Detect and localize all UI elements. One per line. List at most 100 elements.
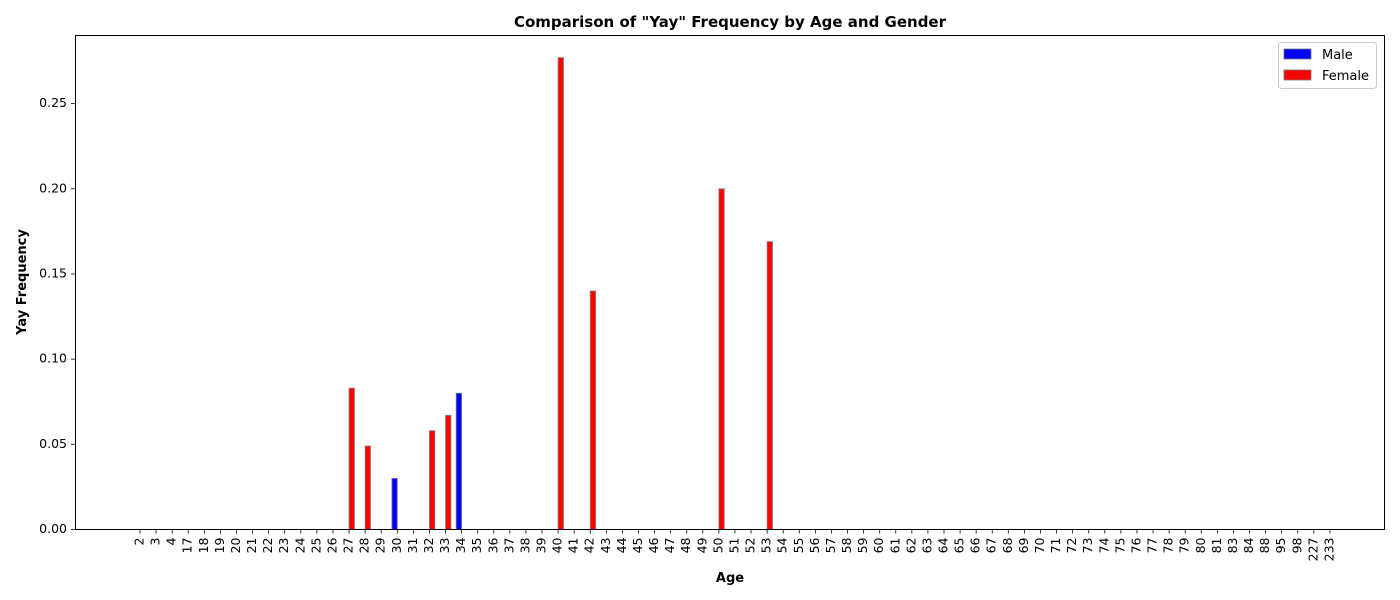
x-tick-label: 61 (887, 538, 902, 554)
x-tick-label: 81 (1209, 538, 1224, 554)
x-tick-label: 56 (807, 537, 822, 553)
x-tick-label: 19 (212, 537, 227, 553)
bars-group (348, 57, 773, 530)
y-axis-label: Yay Frequency (15, 229, 30, 336)
x-tick-label: 49 (694, 537, 709, 553)
x-tick-label: 95 (1273, 538, 1288, 554)
x-tick-label: 3 (148, 538, 163, 546)
x-tick-label: 39 (534, 537, 549, 553)
bar-male-age-30 (391, 477, 398, 530)
x-tick-label: 24 (292, 537, 307, 553)
legend-swatch-male (1283, 48, 1312, 60)
x-tick-label: 4 (164, 537, 179, 545)
x-tick-label: 28 (357, 537, 372, 553)
y-ticks-group: 0.00 0.05 0.10 0.15 0.20 0.25 (39, 95, 76, 536)
x-tick-label: 29 (373, 537, 388, 553)
x-tick-label: 36 (485, 537, 500, 553)
x-tick-label: 63 (919, 538, 934, 554)
x-tick-label: 84 (1241, 537, 1256, 553)
x-tick-label: 18 (196, 537, 211, 553)
bar-female-age-53 (766, 241, 773, 530)
x-tick-label: 59 (855, 537, 870, 553)
y-tick-label: 0.05 (39, 436, 67, 451)
x-tick-label: 66 (968, 537, 983, 553)
x-tick-label: 38 (517, 537, 532, 553)
x-tick-label: 72 (1064, 538, 1079, 554)
x-tick-label: 83 (1225, 538, 1240, 554)
y-tick-label: 0.15 (39, 265, 67, 280)
x-tick-label: 42 (582, 538, 597, 554)
legend-label-female: Female (1322, 69, 1369, 84)
x-tick-label: 32 (421, 538, 436, 554)
x-tick-label: 233 (1321, 538, 1336, 562)
x-tick-label: 58 (839, 537, 854, 553)
bar-female-age-32 (429, 430, 436, 530)
x-tick-label: 78 (1161, 537, 1176, 553)
x-tick-label: 88 (1257, 537, 1272, 553)
x-tick-label: 80 (1193, 537, 1208, 553)
plot-frame (75, 35, 1385, 530)
x-tick-label: 50 (710, 537, 725, 553)
x-tick-label: 44 (614, 537, 629, 553)
x-tick-label: 76 (1128, 537, 1143, 553)
bar-female-age-27 (348, 387, 355, 530)
x-tick-label: 69 (1016, 537, 1031, 553)
x-tick-label: 2 (132, 538, 147, 546)
x-tick-label: 34 (453, 537, 468, 553)
bar-female-age-42 (589, 290, 597, 530)
x-tick-label: 51 (726, 538, 741, 554)
x-tick-label: 57 (823, 538, 838, 554)
x-tick-label: 73 (1080, 538, 1095, 554)
x-tick-label: 17 (180, 538, 195, 554)
x-tick-label: 21 (244, 538, 259, 554)
chart-title: Comparison of "Yay" Frequency by Age and… (514, 13, 947, 31)
x-axis-label: Age (716, 571, 744, 586)
x-tick-label: 47 (662, 538, 677, 554)
x-tick-label: 46 (646, 537, 661, 553)
x-tick-label: 55 (791, 538, 806, 554)
x-tick-label: 60 (871, 537, 886, 553)
x-tick-label: 53 (759, 538, 774, 554)
x-ticks-group: 2 3 4 17 18 19 20 21 22 23 24 25 26 27 28 29 30 31 32 33 34 3… (132, 529, 1336, 562)
x-tick-label: 40 (550, 537, 565, 553)
x-tick-label: 22 (260, 538, 275, 554)
x-tick-label: 62 (903, 538, 918, 554)
bar-female-age-50 (718, 188, 725, 530)
legend: Male Female (1278, 42, 1377, 89)
bar-male-age-34 (455, 392, 463, 530)
x-tick-label: 45 (630, 538, 645, 554)
y-tick-label: 0.20 (39, 180, 67, 195)
x-tick-label: 64 (936, 537, 951, 553)
bar-female-age-33 (445, 414, 452, 530)
x-tick-label: 43 (598, 538, 613, 554)
x-tick-label: 67 (984, 538, 999, 554)
x-tick-label: 98 (1289, 537, 1304, 553)
x-tick-label: 25 (308, 538, 323, 554)
x-tick-label: 65 (952, 538, 967, 554)
legend-label-male: Male (1322, 48, 1353, 63)
x-tick-label: 74 (1096, 537, 1111, 553)
x-tick-label: 48 (678, 537, 693, 553)
x-tick-label: 71 (1048, 538, 1063, 554)
x-tick-label: 79 (1177, 537, 1192, 553)
x-tick-label: 227 (1305, 538, 1320, 562)
bar-female-age-40 (557, 57, 564, 530)
x-tick-label: 33 (437, 538, 452, 554)
x-tick-label: 37 (501, 538, 516, 554)
x-tick-label: 52 (743, 538, 758, 554)
x-tick-label: 41 (566, 538, 581, 554)
x-tick-label: 35 (469, 538, 484, 554)
y-tick-label: 0.25 (39, 95, 67, 110)
y-tick-label: 0.10 (39, 351, 67, 366)
x-tick-label: 75 (1112, 538, 1127, 554)
x-tick-label: 30 (389, 537, 404, 553)
x-tick-label: 20 (228, 537, 243, 553)
y-tick-label: 0.00 (39, 521, 67, 536)
bar-female-age-28 (364, 445, 371, 530)
x-tick-label: 23 (276, 538, 291, 554)
x-tick-label: 31 (405, 538, 420, 554)
legend-swatch-female (1283, 69, 1312, 81)
x-tick-label: 54 (775, 537, 790, 553)
x-tick-label: 27 (341, 538, 356, 554)
